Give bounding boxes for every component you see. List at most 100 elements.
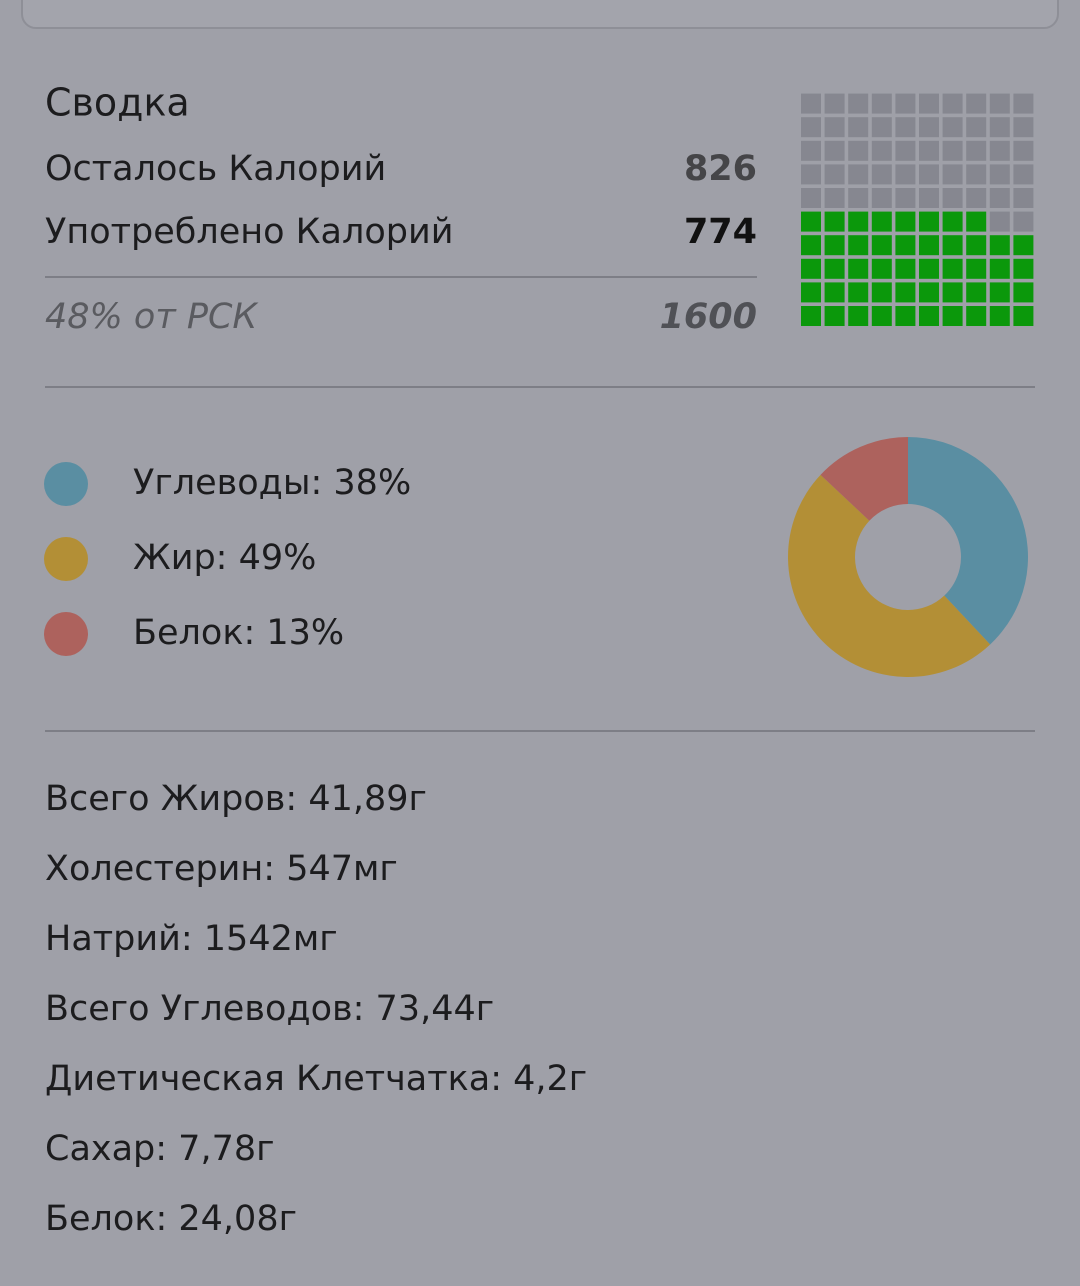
- waffle-cell: [919, 258, 939, 279]
- waffle-cell: [1013, 282, 1034, 303]
- nutrient-item: Всего Углеводов: 73,44г: [45, 989, 494, 1029]
- waffle-cell: [848, 140, 869, 161]
- waffle-cell: [848, 282, 869, 303]
- waffle-cell: [919, 164, 939, 185]
- waffle-cell: [989, 140, 1010, 161]
- waffle-cell: [1013, 258, 1034, 279]
- waffle-cell: [895, 258, 916, 279]
- waffle-cell: [966, 188, 987, 208]
- summary-title: Сводка: [45, 81, 190, 125]
- legend-label: Жир: 49%: [133, 538, 316, 578]
- waffle-cell: [942, 117, 963, 138]
- waffle-cell: [1013, 140, 1034, 161]
- donut-chart: [787, 437, 1028, 678]
- row-label: Употреблено Калорий: [45, 212, 453, 252]
- waffle-cell: [919, 306, 939, 326]
- donut-slice: [908, 437, 1028, 645]
- waffle-cell: [919, 188, 939, 208]
- waffle-cell: [824, 306, 845, 326]
- waffle-cell: [824, 188, 845, 208]
- waffle-cell: [989, 235, 1010, 256]
- legend-swatch: [44, 612, 88, 656]
- waffle-cell: [919, 117, 939, 138]
- waffle-cell: [989, 188, 1010, 208]
- waffle-cell: [824, 235, 845, 256]
- waffle-cell: [824, 117, 845, 138]
- waffle-cell: [871, 140, 892, 161]
- waffle-cell: [942, 188, 963, 208]
- top-card: [21, 0, 1059, 29]
- waffle-cell: [1013, 306, 1034, 326]
- waffle-cell: [1013, 93, 1034, 114]
- waffle-cell: [919, 140, 939, 161]
- waffle-cell: [871, 258, 892, 279]
- waffle-cell: [989, 211, 1010, 232]
- nutrient-item: Холестерин: 547мг: [45, 849, 398, 889]
- row-label: Осталось Калорий: [45, 149, 386, 189]
- waffle-cell: [871, 211, 892, 232]
- waffle-cell: [919, 282, 939, 303]
- waffle-cell: [989, 93, 1010, 114]
- waffle-cell: [871, 306, 892, 326]
- waffle-cell: [801, 93, 821, 114]
- legend-label: Белок: 13%: [133, 613, 344, 653]
- waffle-cell: [1013, 117, 1034, 138]
- waffle-cell: [895, 140, 916, 161]
- waffle-cell: [871, 188, 892, 208]
- legend-swatch: [44, 462, 88, 506]
- waffle-cell: [966, 164, 987, 185]
- waffle-cell: [966, 306, 987, 326]
- waffle-cell: [824, 140, 845, 161]
- waffle-cell: [942, 306, 963, 326]
- waffle-cell: [871, 164, 892, 185]
- waffle-cell: [848, 188, 869, 208]
- waffle-cell: [801, 140, 821, 161]
- nutrient-item: Всего Жиров: 41,89г: [45, 779, 427, 819]
- waffle-cell: [989, 282, 1010, 303]
- waffle-cell: [942, 282, 963, 303]
- waffle-cell: [848, 164, 869, 185]
- waffle-cell: [919, 93, 939, 114]
- waffle-cell: [871, 282, 892, 303]
- waffle-cell: [848, 258, 869, 279]
- waffle-cell: [871, 117, 892, 138]
- waffle-cell: [848, 117, 869, 138]
- nutrient-item: Натрий: 1542мг: [45, 919, 338, 959]
- waffle-cell: [942, 93, 963, 114]
- waffle-cell: [801, 117, 821, 138]
- waffle-cell: [989, 164, 1010, 185]
- row-value: 826: [684, 149, 757, 189]
- waffle-cell: [1013, 211, 1034, 232]
- nutrient-item: Диетическая Клетчатка: 4,2г: [45, 1059, 587, 1099]
- waffle-cell: [942, 164, 963, 185]
- nutrient-list: Всего Жиров: 41,89г Холестерин: 547мг Натр…: [45, 779, 587, 1239]
- waffle-cell: [1013, 235, 1034, 256]
- waffle-cell: [848, 235, 869, 256]
- waffle-cell: [989, 258, 1010, 279]
- waffle-cell: [942, 258, 963, 279]
- waffle-cell: [871, 235, 892, 256]
- waffle-cell: [895, 282, 916, 303]
- waffle-chart: [801, 93, 1034, 326]
- waffle-cell: [966, 93, 987, 114]
- waffle-cell: [895, 117, 916, 138]
- legend: Углеводы: 38% Жир: 49% Белок: 13%: [44, 462, 411, 656]
- waffle-cell: [895, 306, 916, 326]
- waffle-cell: [848, 93, 869, 114]
- waffle-cell: [801, 164, 821, 185]
- waffle-cell: [801, 235, 821, 256]
- waffle-cell: [989, 306, 1010, 326]
- nutrient-item: Сахар: 7,78г: [45, 1129, 275, 1169]
- waffle-cell: [989, 117, 1010, 138]
- waffle-cell: [895, 235, 916, 256]
- waffle-cell: [848, 306, 869, 326]
- waffle-cell: [919, 211, 939, 232]
- waffle-cell: [824, 93, 845, 114]
- waffle-cell: [942, 140, 963, 161]
- waffle-cell: [824, 258, 845, 279]
- waffle-cell: [942, 235, 963, 256]
- waffle-cell: [895, 188, 916, 208]
- nutrient-item: Белок: 24,08г: [45, 1199, 297, 1239]
- waffle-cell: [966, 211, 987, 232]
